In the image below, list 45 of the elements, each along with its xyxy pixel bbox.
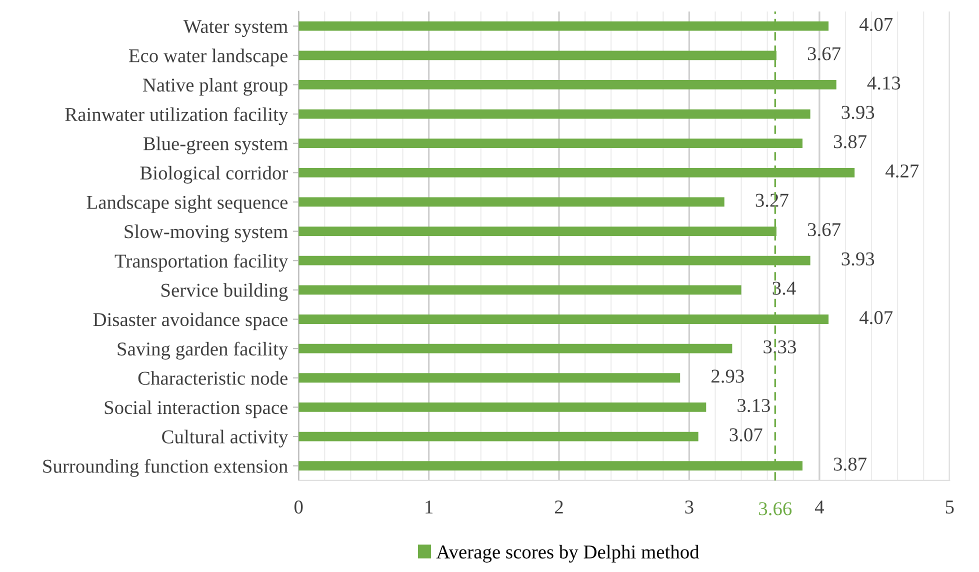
- bar: [298, 197, 724, 207]
- bar: [298, 285, 742, 295]
- data-label: 3.07: [730, 428, 762, 442]
- data-label: 4.07: [859, 18, 893, 32]
- x-tick-label: 2: [555, 500, 563, 514]
- y-tick-label: Saving garden facility: [118, 342, 288, 360]
- x-tick-label: 1: [426, 500, 432, 514]
- y-tick-label: Cultural activity: [162, 430, 288, 448]
- bar: [298, 373, 680, 383]
- ref-line-label: 3.66: [759, 502, 792, 516]
- data-label: 3.87: [834, 458, 867, 471]
- y-tick-label: Native plant group: [142, 78, 288, 96]
- x-tick-label: 0: [294, 500, 303, 514]
- y-tick-label: Social interaction space: [104, 400, 288, 418]
- y-tick-label: Service building: [161, 283, 288, 301]
- y-tick-label: Surrounding function extension: [43, 458, 288, 477]
- bar: [298, 344, 732, 354]
- data-label: 3.87: [834, 135, 867, 148]
- data-label: 4.07: [859, 310, 893, 324]
- y-tick-label: Blue-green system: [143, 136, 288, 154]
- data-label: 3.67: [808, 223, 840, 236]
- data-label: 3.93: [842, 252, 874, 266]
- x-tick-label: 4: [814, 500, 824, 514]
- y-tick-label: Disaster avoidance space: [93, 312, 288, 330]
- y-tick-label: Characteristic node: [138, 371, 288, 385]
- data-label: 3.13: [738, 398, 770, 412]
- data-label: 4.27: [886, 164, 919, 178]
- legend-label: Average scores by Delphi method: [436, 544, 700, 563]
- x-tick-label: 3: [685, 500, 694, 514]
- y-tick-label: Slow-moving system: [124, 224, 288, 242]
- y-tick-label: Landscape sight sequence: [86, 195, 288, 213]
- data-label: 3.33: [764, 340, 796, 354]
- data-label: 3.93: [842, 106, 874, 119]
- bar: [298, 432, 698, 442]
- data-label: 2.93: [712, 370, 744, 383]
- y-tick-label: Rainwater utilization facility: [65, 107, 288, 126]
- data-label: 3.67: [808, 47, 840, 60]
- y-tick-label: Transportation facility: [114, 254, 288, 272]
- bar: [298, 402, 706, 412]
- y-tick-label: Water system: [183, 20, 288, 38]
- x-tick-label: 5: [946, 500, 954, 514]
- data-label: 4.13: [867, 76, 900, 90]
- y-tick-label: Eco water landscape: [128, 48, 288, 66]
- data-label: 3.27: [756, 194, 788, 207]
- y-tick-label: Biological corridor: [140, 166, 288, 184]
